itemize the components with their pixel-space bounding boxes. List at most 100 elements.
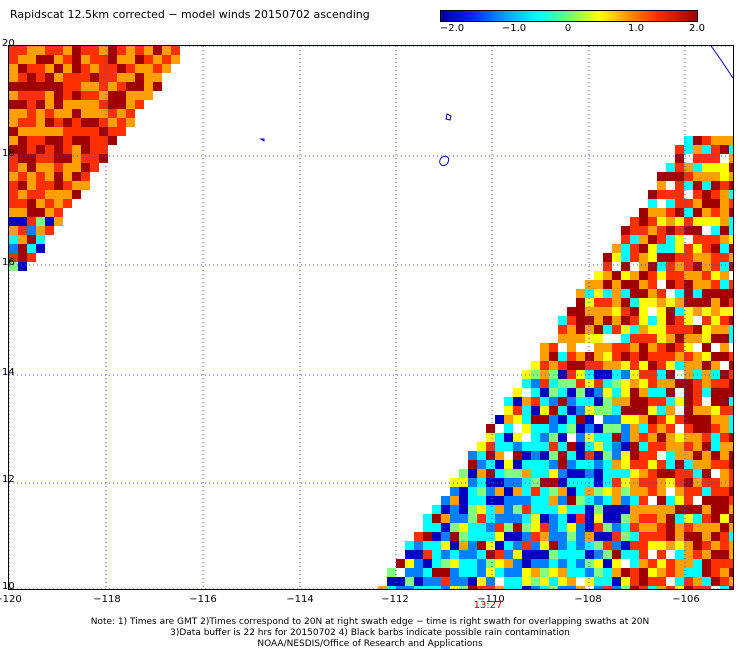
swath-cell — [684, 451, 693, 460]
swath-cell — [675, 145, 684, 154]
swath-cell — [684, 199, 693, 208]
swath-cell — [639, 379, 648, 388]
swath-cell — [684, 244, 693, 253]
swath-cell — [18, 127, 27, 136]
swath-cell — [18, 190, 27, 199]
swath-cell — [657, 496, 666, 505]
swath-cell — [567, 361, 576, 370]
swath-cell — [630, 424, 639, 433]
swath-cell — [432, 505, 441, 514]
swath-cell — [522, 532, 531, 541]
swath-cell — [405, 559, 414, 568]
swath-cell — [594, 379, 603, 388]
swath-cell — [63, 154, 72, 163]
swath-cell — [639, 559, 648, 568]
swath-cell — [648, 451, 657, 460]
swath-cell — [567, 424, 576, 433]
swath-cell — [612, 577, 621, 586]
swath-cell — [729, 244, 738, 253]
swath-cell — [567, 397, 576, 406]
swath-cell — [495, 451, 504, 460]
swath-cell — [135, 46, 144, 55]
swath-cell — [693, 325, 702, 334]
swath-cell — [594, 523, 603, 532]
swath-cell — [639, 253, 648, 262]
swath-cell — [702, 487, 711, 496]
swath-cell — [459, 514, 468, 523]
swath-cell — [720, 343, 729, 352]
swath-cell — [432, 532, 441, 541]
swath-cell — [9, 172, 18, 181]
colorbar-label: 0 — [564, 23, 572, 34]
swath-cell — [99, 73, 108, 82]
swath-cell — [27, 118, 36, 127]
swath-cell — [729, 577, 738, 586]
swath-cell — [387, 577, 396, 586]
swath-cell — [639, 325, 648, 334]
swath-cell — [567, 478, 576, 487]
swath-cell — [54, 199, 63, 208]
swath-cell — [648, 325, 657, 334]
swath-cell — [603, 406, 612, 415]
swath-cell — [639, 271, 648, 280]
swath-cell — [63, 172, 72, 181]
swath-cell — [666, 262, 675, 271]
swath-cell — [513, 433, 522, 442]
swath-cell — [432, 514, 441, 523]
swath-cell — [468, 550, 477, 559]
swath-cell — [567, 451, 576, 460]
swath-cell — [612, 343, 621, 352]
swath-cell — [540, 433, 549, 442]
swath-cell — [522, 424, 531, 433]
swath-cell — [108, 82, 117, 91]
swath-cell — [405, 541, 414, 550]
swath-cell — [630, 550, 639, 559]
swath-cell — [9, 145, 18, 154]
swath-cell — [729, 298, 738, 307]
swath-cell — [621, 379, 630, 388]
swath-cell — [504, 505, 513, 514]
swath-cell — [594, 433, 603, 442]
swath-cell — [585, 559, 594, 568]
swath-cell — [684, 370, 693, 379]
swath-cell — [90, 154, 99, 163]
swath-cell — [549, 415, 558, 424]
swath-cell — [693, 433, 702, 442]
swath-cell — [567, 343, 576, 352]
swath-cell — [684, 262, 693, 271]
swath-cell — [720, 442, 729, 451]
swath-cell — [684, 514, 693, 523]
swath-cell — [513, 559, 522, 568]
swath-cell — [27, 163, 36, 172]
swath-cell — [648, 253, 657, 262]
swath-cell — [729, 406, 738, 415]
swath-cell — [594, 478, 603, 487]
swath-cell — [630, 271, 639, 280]
swath-cell — [621, 343, 630, 352]
swath-cell — [45, 91, 54, 100]
map-canvas — [8, 45, 738, 595]
swath-cell — [441, 532, 450, 541]
swath-cell — [531, 451, 540, 460]
swath-cell — [513, 406, 522, 415]
colorbar-label: −2.0 — [439, 23, 465, 34]
colorbar-label: −1.0 — [501, 23, 527, 34]
swath-cell — [603, 424, 612, 433]
swath-cell — [729, 523, 738, 532]
swath-cell — [144, 46, 153, 55]
swath-cell — [423, 586, 432, 595]
swath-cell — [603, 280, 612, 289]
swath-cell — [27, 64, 36, 73]
swath-cell — [693, 559, 702, 568]
swath-cell — [729, 433, 738, 442]
swath-cell — [720, 532, 729, 541]
swath-cell — [450, 496, 459, 505]
swath-cell — [72, 73, 81, 82]
swath-cell — [729, 415, 738, 424]
swath-cell — [531, 424, 540, 433]
swath-cell — [711, 478, 720, 487]
swath-cell — [468, 568, 477, 577]
swath-cell — [576, 505, 585, 514]
swath-cell — [441, 559, 450, 568]
swath-cell — [693, 577, 702, 586]
